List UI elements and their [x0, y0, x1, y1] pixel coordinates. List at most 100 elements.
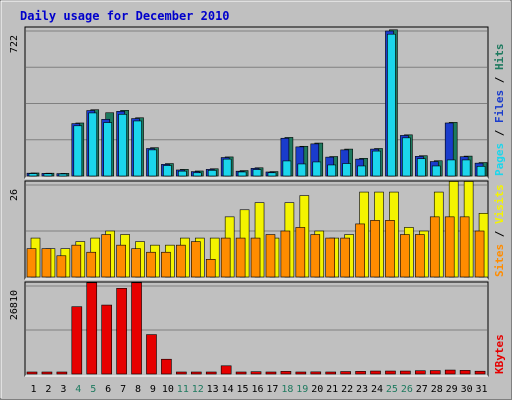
day-label-6: 6 — [105, 384, 111, 395]
day-label-5: 5 — [90, 384, 96, 395]
day-label-31: 31 — [476, 384, 488, 395]
bar-kbytes-day-22 — [340, 371, 351, 375]
bar-sites-day-6 — [101, 234, 111, 278]
legend-hits: Pages / Files / Hits — [493, 44, 506, 177]
day-label-19: 19 — [296, 384, 308, 395]
bar-files-day-25 — [387, 33, 396, 177]
bar-kbytes-day-30 — [459, 370, 471, 375]
day-label-23: 23 — [356, 384, 368, 395]
bar-files-day-8 — [133, 120, 142, 177]
bar-sites-day-4 — [71, 244, 82, 278]
day-label-3: 3 — [60, 384, 66, 395]
bar-sites-day-12 — [190, 241, 201, 278]
bar-kbytes-day-15 — [235, 371, 247, 375]
bar-kbytes-day-14 — [220, 365, 232, 375]
bar-files-day-21 — [327, 164, 337, 177]
bar-sites-day-25 — [385, 220, 395, 278]
day-label-30: 30 — [461, 384, 473, 395]
bar-files-day-13 — [207, 170, 217, 177]
bar-sites-day-22 — [340, 237, 350, 278]
bar-files-day-10 — [163, 165, 172, 177]
day-label-16: 16 — [251, 384, 263, 395]
bar-sites-day-5 — [86, 251, 97, 278]
day-label-1: 1 — [30, 384, 36, 395]
day-label-20: 20 — [311, 384, 323, 395]
day-label-27: 27 — [416, 384, 428, 395]
bar-kbytes-day-24 — [370, 370, 381, 375]
panel-max-label: 722 — [9, 35, 20, 53]
bar-kbytes-day-27 — [415, 370, 426, 375]
bar-sites-day-13 — [205, 259, 216, 278]
day-label-2: 2 — [45, 384, 51, 395]
panel-kbytes: 26810 KBytes — [9, 281, 506, 377]
bar-files-day-30 — [461, 159, 471, 177]
bar-files-day-11 — [178, 170, 187, 177]
bar-kbytes-day-21 — [325, 371, 337, 375]
legend-item: / — [493, 70, 506, 90]
day-label-11: 11 — [177, 384, 189, 395]
bar-sites-day-10 — [161, 251, 171, 278]
day-label-13: 13 — [207, 384, 219, 395]
legend-item: Files — [493, 90, 506, 123]
bar-files-day-22 — [342, 163, 351, 177]
bar-files-day-29 — [446, 159, 456, 177]
bar-files-day-16 — [252, 169, 262, 177]
bar-sites-day-30 — [459, 216, 470, 278]
bar-sites-day-11 — [176, 244, 186, 278]
bar-sites-day-8 — [131, 248, 141, 278]
bar-sites-day-28 — [429, 216, 440, 278]
bar-kbytes-day-6 — [101, 304, 112, 375]
day-label-9: 9 — [150, 384, 156, 395]
bar-kbytes-day-7 — [116, 288, 127, 375]
bar-kbytes-day-20 — [310, 371, 322, 375]
bar-kbytes-day-8 — [131, 282, 142, 375]
bar-sites-day-20 — [310, 234, 321, 278]
bar-sites-day-24 — [370, 220, 380, 278]
legend-visits: Sites / Visits — [493, 184, 506, 277]
day-label-18: 18 — [281, 384, 293, 395]
bar-kbytes-day-9 — [146, 334, 157, 375]
bar-kbytes-day-19 — [295, 371, 307, 375]
bar-kbytes-day-25 — [385, 370, 396, 375]
bar-kbytes-day-31 — [474, 370, 486, 375]
bar-files-day-12 — [192, 172, 202, 177]
day-label-10: 10 — [162, 384, 174, 395]
bar-kbytes-day-29 — [444, 369, 456, 375]
bar-sites-day-29 — [444, 216, 455, 278]
x-axis-day-labels: 1 2 3 4 5 6 7 8 9 10 11 12 13 14 15 16 17 18 19 20 21 22 23 24 2… — [30, 384, 487, 395]
bar-kbytes-day-23 — [355, 371, 366, 375]
bar-kbytes-day-18 — [280, 371, 292, 375]
bar-sites-day-21 — [325, 237, 336, 278]
legend-item: / — [493, 224, 506, 244]
panel-visits: 26 Sites / Visits — [9, 180, 506, 280]
bar-sites-day-31 — [474, 230, 485, 278]
day-label-12: 12 — [192, 384, 204, 395]
bar-sites-day-19 — [295, 227, 306, 278]
day-label-7: 7 — [120, 384, 126, 395]
bar-kbytes-day-4 — [71, 306, 83, 375]
bar-files-day-28 — [431, 165, 441, 177]
bar-files-day-14 — [222, 158, 232, 177]
bar-files-day-6 — [103, 122, 112, 177]
day-label-17: 17 — [266, 384, 278, 395]
bar-kbytes-day-28 — [429, 370, 441, 375]
bar-files-day-3 — [58, 173, 68, 177]
bar-files-day-17 — [267, 172, 277, 177]
bar-files-day-1 — [28, 173, 38, 177]
bar-kbytes-day-10 — [161, 358, 172, 375]
panel-max-label: 26810 — [9, 290, 20, 320]
day-label-28: 28 — [431, 384, 443, 395]
day-label-22: 22 — [341, 384, 353, 395]
bar-files-day-27 — [417, 158, 426, 177]
bar-files-day-20 — [312, 161, 322, 177]
bar-kbytes-day-13 — [205, 371, 217, 375]
bar-sites-day-27 — [415, 234, 425, 278]
bar-sites-day-16 — [250, 237, 261, 278]
legend-item: Hits — [493, 44, 506, 71]
bar-sites-day-23 — [355, 223, 365, 278]
bar-sites-day-2 — [41, 248, 52, 278]
bar-files-day-26 — [402, 137, 411, 177]
legend-kbytes: KBytes — [493, 334, 506, 374]
